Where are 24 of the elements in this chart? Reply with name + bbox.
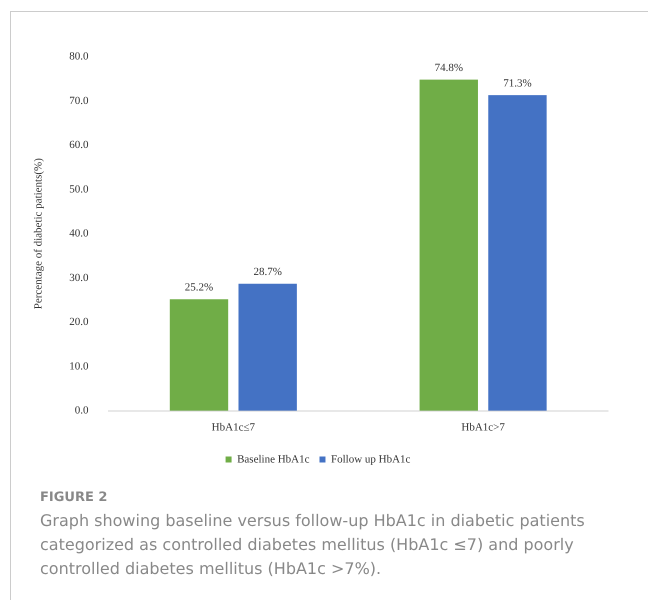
data-label: 25.2% — [184, 282, 214, 294]
data-label: 71.3% — [503, 78, 532, 90]
y-tick-label: 0.0 — [74, 404, 89, 417]
data-label: 28.7% — [253, 266, 282, 278]
y-tick-label: 50.0 — [69, 183, 89, 196]
x-tick-label: HbA1c≤7 — [212, 421, 256, 434]
y-tick-label: 80.0 — [69, 50, 89, 62]
y-tick-label: 30.0 — [69, 272, 89, 284]
legend-label: Baseline HbA1c — [237, 453, 310, 466]
caption: FIGURE 2 — [40, 490, 108, 505]
bar — [420, 80, 478, 411]
bar — [238, 284, 297, 411]
x-tick-label: HbA1c>7 — [461, 421, 506, 434]
y-axis-title: Percentage of diabetic patients(%) — [32, 158, 44, 310]
y-tick-label: 70.0 — [69, 94, 89, 107]
bar — [488, 95, 547, 411]
legend-label: Follow up HbA1c — [330, 453, 411, 466]
y-tick-label: 20.0 — [69, 316, 89, 328]
bar — [170, 299, 228, 411]
data-label: 74.8% — [434, 62, 463, 74]
y-tick-label: 60.0 — [69, 139, 89, 152]
y-tick-label: 10.0 — [69, 360, 89, 372]
y-tick-label: 40.0 — [69, 228, 89, 240]
text: Graph showing baseline versus follow-up HbA1c in diabetic patients categorized as controlled diabetes mellitus (HbA1c ≤7) and poorly controlled diabetes mellitus (HbA1c >7%). — [40, 510, 586, 580]
